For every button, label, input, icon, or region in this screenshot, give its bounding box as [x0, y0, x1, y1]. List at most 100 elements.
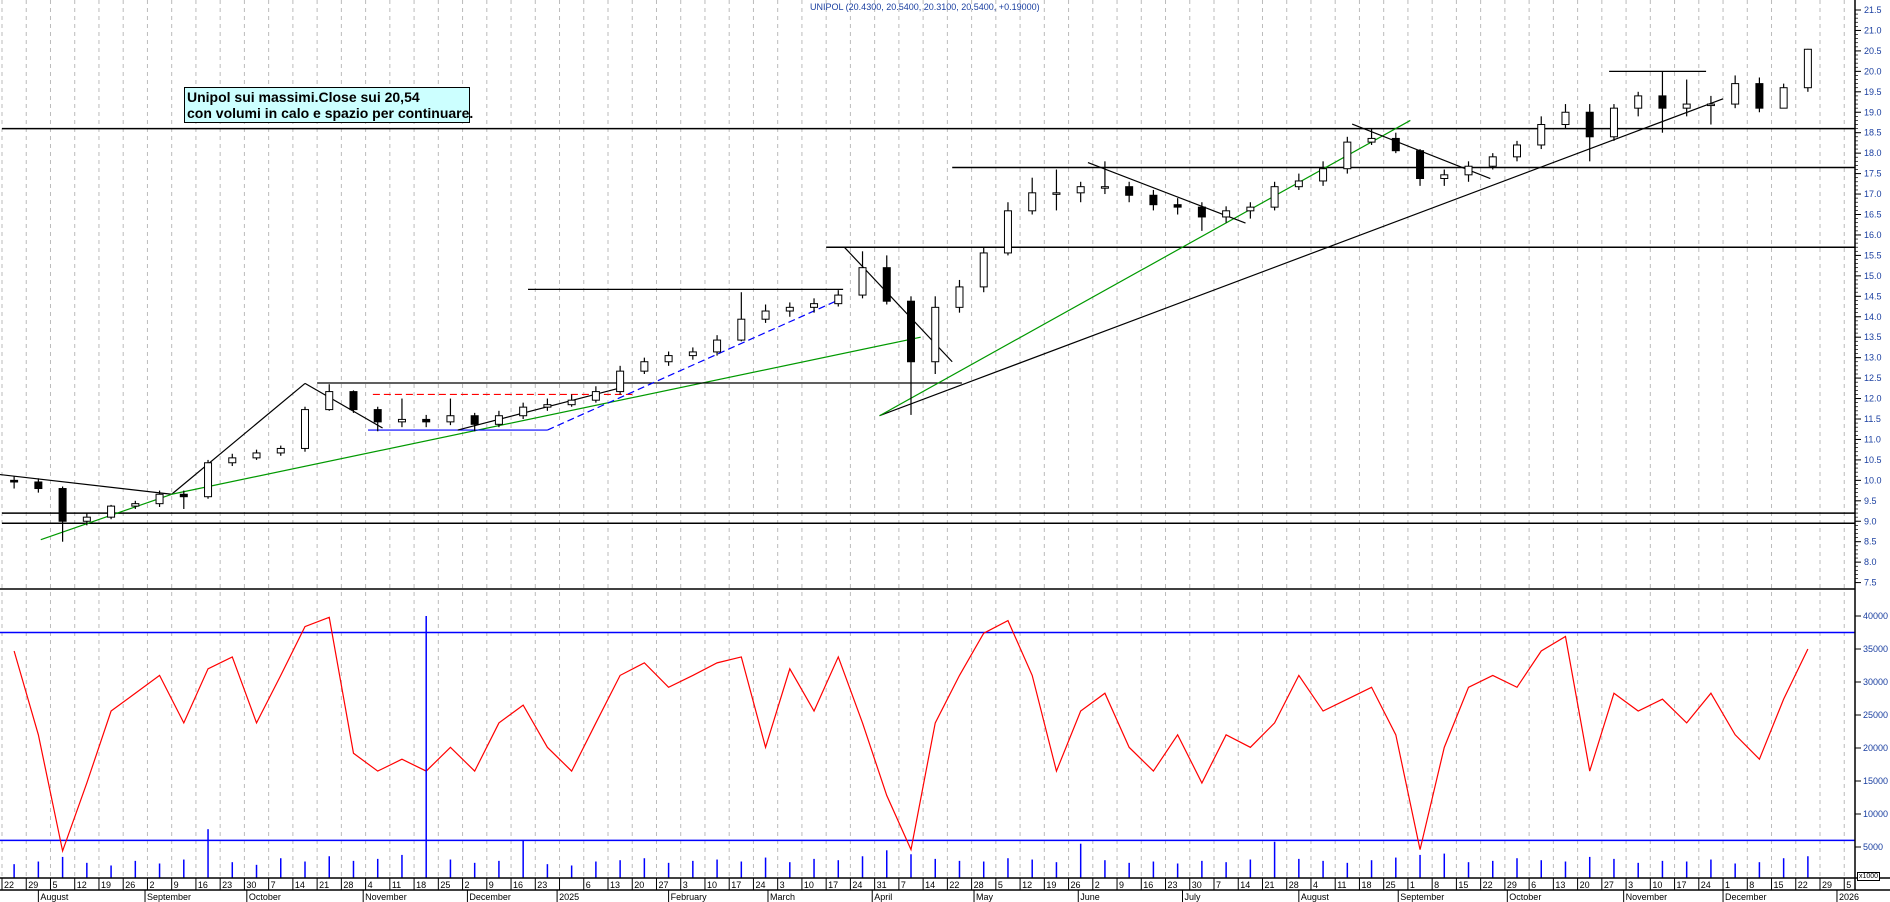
candle-body [858, 267, 867, 296]
x-tick-label: 10 [804, 880, 814, 890]
candle-body [494, 415, 503, 425]
osc-tick-label: 30000 [1863, 677, 1888, 687]
x-tick-label: 1 [1725, 880, 1730, 890]
candle-body [1513, 144, 1521, 158]
x-tick-label: 25 [440, 880, 450, 890]
y-tick-label: 9.0 [1864, 516, 1877, 526]
x-tick-label: 10 [1652, 880, 1662, 890]
y-tick-label: 16.0 [1864, 230, 1882, 240]
candle-body [1731, 83, 1740, 105]
candle-body [955, 286, 964, 308]
candle-body [1658, 95, 1667, 109]
candlesticks [10, 48, 1812, 542]
candle-body [204, 462, 213, 498]
candle-body [446, 415, 455, 423]
y-tick-label: 8.0 [1864, 557, 1877, 567]
candle-body [1270, 186, 1279, 208]
candle-body [979, 252, 988, 288]
x-tick-label: 30 [1192, 880, 1202, 890]
x-tick-label: 6 [1531, 880, 1536, 890]
x-tick-label: 31 [877, 880, 887, 890]
candle-body [1222, 210, 1231, 218]
y-tick-label: 18.5 [1864, 128, 1882, 138]
y-tick-label: 15.0 [1864, 271, 1882, 281]
trendline [0, 473, 172, 495]
x-tick-label: 7 [1216, 880, 1221, 890]
candle-body [10, 479, 19, 483]
candle-body [131, 503, 140, 507]
y-tick-label: 9.5 [1864, 496, 1877, 506]
x-tick-label: 19 [1046, 880, 1056, 890]
month-label: November [1626, 892, 1668, 902]
x-tick-label: 3 [683, 880, 688, 890]
candle-body [1173, 204, 1182, 208]
trendline [1087, 161, 1246, 224]
candle-body [761, 310, 770, 320]
candle-body [1052, 192, 1061, 195]
candle-body [276, 447, 285, 454]
y-tick-label: 21.5 [1864, 5, 1882, 15]
trendline [304, 382, 383, 429]
y-tick-label: 17.0 [1864, 189, 1882, 199]
y-tick-label: 8.5 [1864, 537, 1877, 547]
chart-title: UNIPOL (20.4300, 20.5400, 20.3100, 20.54… [810, 2, 1040, 12]
x-tick-label: 21 [1264, 880, 1274, 890]
annotation-line-2: con volumi in calo e spazio per continua… [187, 105, 474, 121]
candle-body [1246, 206, 1255, 212]
x-tick-label: 15 [1774, 880, 1784, 890]
x-tick-label: 4 [1313, 880, 1318, 890]
osc-tick-label: 15000 [1863, 776, 1888, 786]
month-label: August [40, 892, 69, 902]
candle-body [397, 418, 406, 423]
x-tick-label: 9 [1119, 880, 1124, 890]
candle-body [1585, 111, 1594, 138]
x-tick-label: 26 [1071, 880, 1081, 890]
osc-tick-label: 5000 [1863, 842, 1883, 852]
y-tick-label: 10.5 [1864, 455, 1882, 465]
x-tick-label: 18 [416, 880, 426, 890]
y-tick-label: 11.5 [1864, 414, 1881, 424]
x-tick-label: 11 [1337, 880, 1346, 890]
y-tick-label: 19.5 [1864, 87, 1882, 97]
trendline [171, 336, 921, 495]
x-tick-label: 13 [610, 880, 620, 890]
candle-body [907, 300, 915, 363]
x-tick-label: 17 [731, 880, 741, 890]
osc-tick-label: 25000 [1863, 710, 1888, 720]
x-tick-label: 20 [1580, 880, 1590, 890]
x-tick-label: 7 [271, 880, 276, 890]
month-label: August [1301, 892, 1330, 902]
candle-body [179, 493, 188, 498]
trendline [879, 119, 1411, 417]
candle-body [155, 493, 164, 505]
candle-body [470, 415, 479, 425]
candle-body [1125, 186, 1134, 196]
candle-body [664, 355, 673, 363]
month-label: December [1725, 892, 1767, 902]
grid-lines [1, 0, 1845, 878]
candle-body [34, 481, 43, 490]
osc-tick-label: 40000 [1863, 611, 1888, 621]
candle-body [1488, 156, 1497, 167]
month-label: July [1184, 892, 1201, 902]
candle-body [1367, 137, 1376, 143]
candle-body [58, 488, 67, 522]
candle-body [810, 303, 819, 308]
x-tick-label: 5 [1846, 880, 1851, 890]
x-tick-label: 15 [1458, 880, 1468, 890]
candle-body [688, 351, 697, 357]
x-tick-label: 28 [343, 880, 353, 890]
candle-body [1634, 95, 1643, 109]
x-tick-label: 14 [925, 880, 935, 890]
x-tick-label: 5 [998, 880, 1003, 890]
month-label: April [874, 892, 892, 902]
x-tick-label: 9 [174, 880, 179, 890]
candle-body [373, 409, 382, 423]
x-tick-label: 7 [901, 880, 906, 890]
x-tick-label: 16 [198, 880, 208, 890]
candle-body [1149, 194, 1158, 206]
x-tick-label: 12 [1022, 880, 1032, 890]
y-tick-label: 20.5 [1864, 46, 1882, 56]
